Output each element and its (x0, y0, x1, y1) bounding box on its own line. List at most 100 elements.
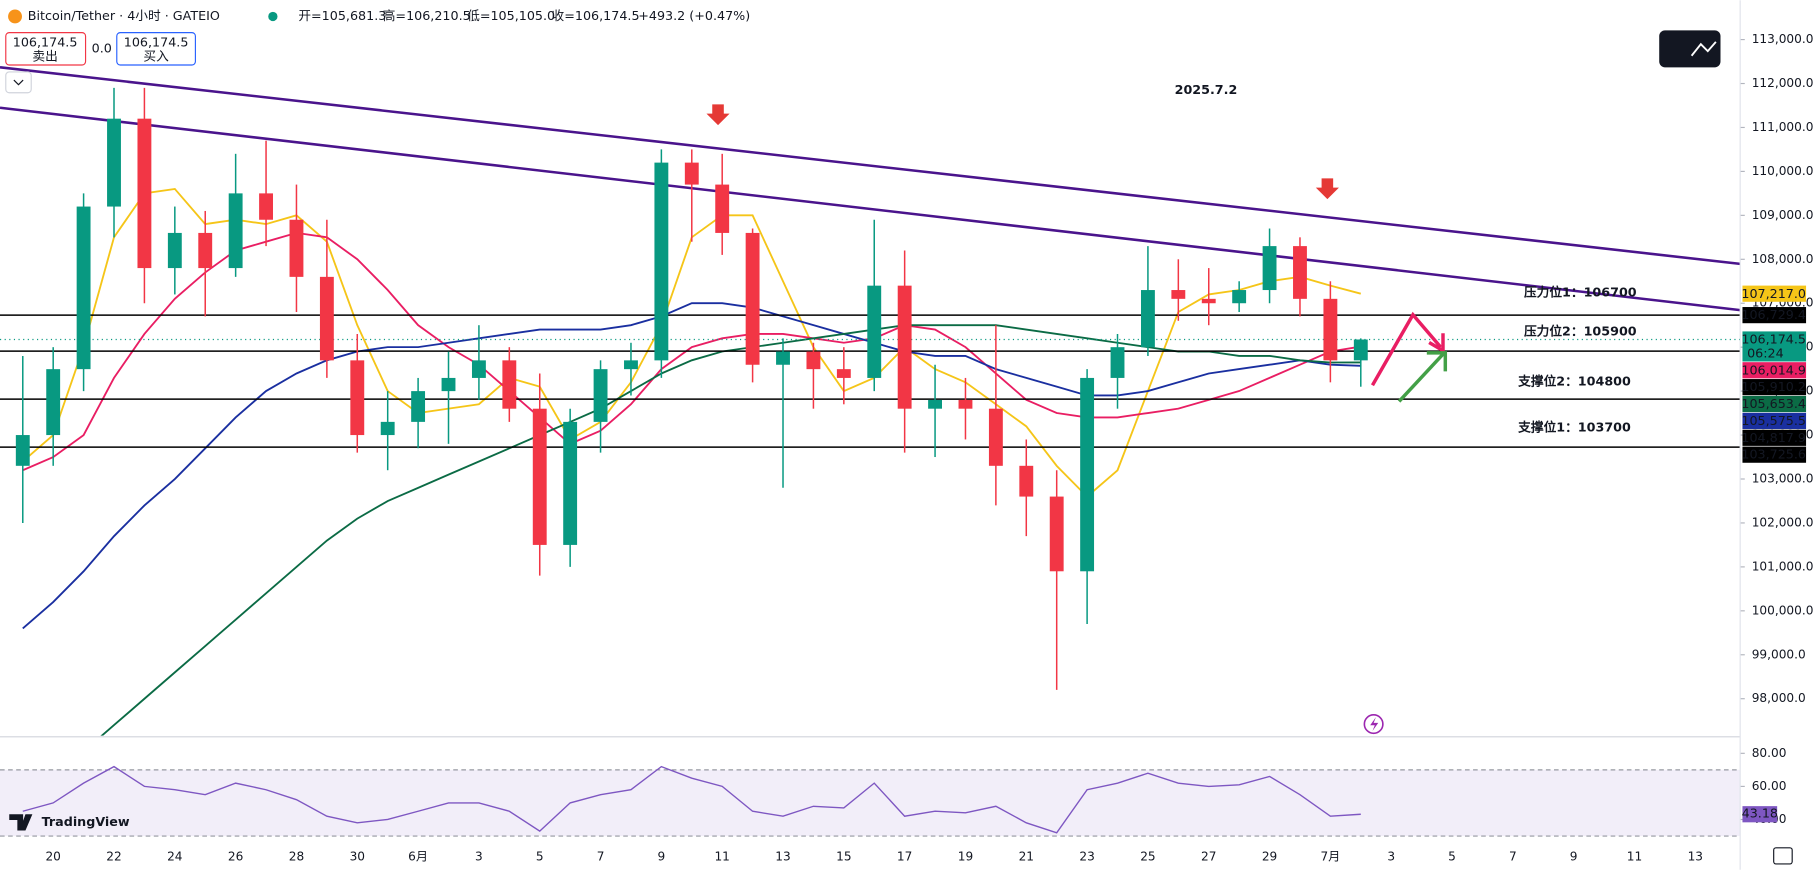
x-tick-label: 7月 (1320, 850, 1340, 864)
projection-arrow (1370, 311, 1443, 387)
buy-button[interactable]: 106,174.5 买入 (116, 32, 196, 66)
chart-style-button[interactable] (1659, 30, 1721, 68)
candle-body (289, 219, 304, 277)
rsi-line (22, 765, 1361, 834)
candle-body (928, 399, 942, 409)
x-tick-label: 21 (1019, 850, 1034, 864)
sell-label: 卖出 (32, 48, 57, 63)
candle-body (411, 391, 426, 422)
candle-body (897, 285, 912, 409)
y-tick-label: 111,000.0 (1752, 120, 1813, 134)
price-label-box (1742, 331, 1807, 362)
price-label-box (1742, 379, 1807, 396)
candle-body (563, 421, 578, 545)
x-tick-label: 17 (897, 850, 912, 864)
candle-body (654, 162, 669, 361)
x-tick-label: 9 (658, 850, 666, 864)
candle-body (1140, 290, 1155, 348)
price-label: 104,817.9 (1741, 430, 1806, 445)
x-tick-label: 5 (536, 850, 544, 864)
candle-body (319, 276, 334, 361)
rsi-value-box (1742, 806, 1778, 823)
x-tick-label: 7 (597, 850, 605, 864)
ohlc-close: 收=106,174.5 (552, 8, 640, 23)
candle-body (593, 369, 608, 422)
x-tick-label: 7 (1509, 850, 1517, 864)
candle-body (76, 206, 91, 370)
x-tick-label: 13 (775, 850, 790, 864)
symbol-icon (8, 9, 22, 24)
symbol: Bitcoin/Tether · 4小时 · GATEIO (28, 8, 220, 23)
x-tick-label: 29 (1262, 850, 1277, 864)
candle-body (624, 360, 638, 370)
candle-body (1262, 246, 1277, 291)
price-label: 107,217.0 (1741, 286, 1806, 301)
candle-body (259, 193, 273, 220)
candle-body (502, 360, 517, 409)
candle-body (198, 232, 213, 269)
price-label: 106,174.5 (1741, 332, 1806, 347)
y-tick-label: 102,000.0 (1752, 515, 1813, 529)
x-tick-label: 19 (958, 850, 973, 864)
price-label: 105,575.5 (1741, 413, 1806, 428)
candle-body (958, 399, 973, 409)
collapse-icon (13, 79, 24, 86)
settings-icon[interactable] (1773, 847, 1793, 865)
price-label: 106,729.4 (1741, 307, 1806, 322)
rsi-tick-label: 60.00 (1752, 779, 1787, 793)
candle-body (350, 360, 365, 436)
level-annotation: 支撑位1：103700 (1518, 420, 1631, 435)
logo-icon (9, 814, 33, 831)
ohlc-high: 高=106,210.5 (383, 8, 471, 23)
down-arrow (706, 104, 730, 126)
x-tick-label: 15 (836, 850, 851, 864)
down-arrow (1315, 178, 1339, 200)
price-label: 105,910.2 (1741, 379, 1806, 394)
projection-arrow (1397, 351, 1446, 403)
x-tick-label: 23 (1079, 850, 1094, 864)
y-tick-label: 100,000.0 (1752, 603, 1813, 617)
x-tick-label: 24 (167, 850, 183, 864)
candle-body (380, 421, 395, 436)
price-label-box (1742, 395, 1807, 413)
x-tick-label: 5 (1448, 850, 1456, 864)
price-label-box (1742, 412, 1807, 430)
sell-price: 106,174.5 (13, 35, 78, 50)
candle-body (1110, 347, 1125, 378)
candle-body (471, 360, 486, 378)
x-tick-label: 30 (350, 850, 365, 864)
moving-average (22, 231, 1361, 472)
sell-button[interactable]: 106,174.5 卖出 (5, 32, 87, 66)
candle-body (46, 369, 61, 436)
candle-body (1323, 298, 1338, 361)
price-label-box (1742, 285, 1807, 302)
status-dot (268, 11, 278, 22)
buy-price: 106,174.5 (124, 35, 189, 50)
event-icon[interactable] (1363, 714, 1384, 735)
candle-body (1019, 465, 1034, 497)
rsi-value: 43.18 (1742, 806, 1778, 821)
price-label-box (1742, 446, 1807, 463)
x-tick-label: 3 (1387, 850, 1395, 864)
ohlc-change: +493.2 (+0.47%) (638, 8, 750, 23)
x-tick-label: 3 (475, 850, 483, 864)
collapse-button[interactable] (5, 71, 32, 94)
level-annotation: 支撑位2：104800 (1518, 373, 1631, 388)
y-tick-label: 99,000.0 (1752, 647, 1806, 661)
spread: 0.0 (92, 40, 112, 55)
moving-average (22, 302, 1361, 630)
moving-average (100, 324, 1361, 736)
arrow-head (1428, 333, 1445, 354)
candle-body (806, 351, 821, 370)
logo-text: TradingView (42, 814, 130, 829)
rsi-band (0, 769, 1741, 837)
candle-body (715, 184, 730, 233)
y-tick-label: 112,000.0 (1752, 76, 1813, 90)
x-tick-label: 22 (106, 850, 121, 864)
chart-title: 2025.7.2 (1175, 82, 1238, 97)
x-tick-label: 6月 (408, 850, 428, 864)
x-tick-label: 9 (1570, 850, 1578, 864)
candle-body (228, 193, 243, 269)
countdown: 06:24 (1747, 345, 1784, 360)
